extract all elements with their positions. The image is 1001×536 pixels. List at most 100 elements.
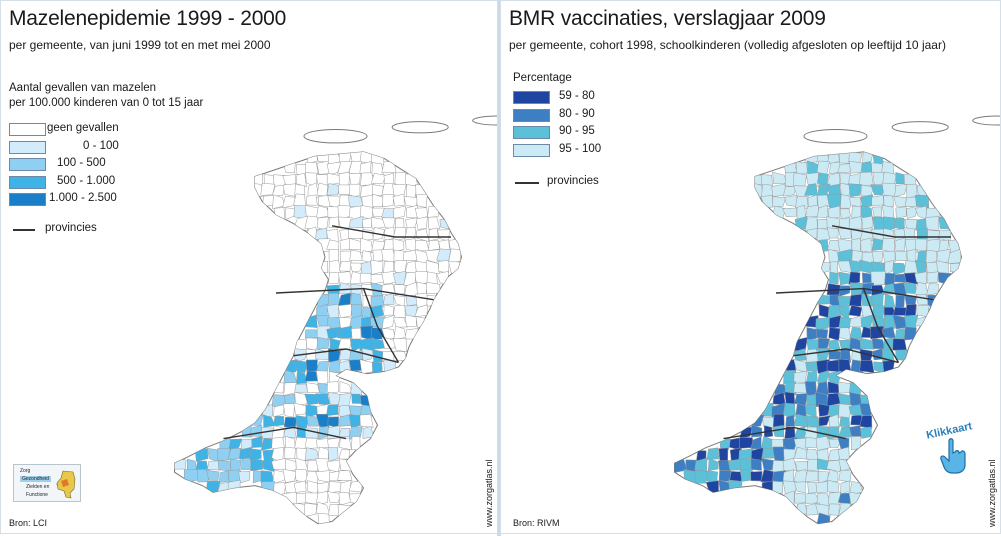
municipality xyxy=(337,303,353,319)
municipality xyxy=(282,196,296,209)
municipality xyxy=(283,403,295,418)
municipality xyxy=(306,194,318,206)
municipality xyxy=(271,184,286,197)
municipality xyxy=(838,285,851,297)
municipality xyxy=(884,260,894,275)
municipality xyxy=(826,392,841,407)
municipality xyxy=(861,215,873,231)
vaccination-map-panel: BMR vaccinaties, verslagjaar 2009 per ge… xyxy=(500,0,1001,534)
municipality xyxy=(785,414,796,427)
municipality xyxy=(348,173,361,187)
municipality xyxy=(394,218,405,229)
website-label[interactable]: www.zorgatlas.nl xyxy=(987,459,997,527)
municipality xyxy=(694,470,710,484)
municipality xyxy=(392,338,407,353)
municipality xyxy=(372,193,385,208)
municipality xyxy=(370,259,384,275)
website-label[interactable]: www.zorgatlas.nl xyxy=(484,459,494,527)
municipality xyxy=(784,194,798,207)
municipality xyxy=(438,260,450,274)
province-line-swatch xyxy=(13,229,35,231)
panel-divider xyxy=(497,0,501,536)
municipality xyxy=(317,446,329,461)
municipalities xyxy=(174,151,462,524)
municipality xyxy=(316,260,328,274)
municipality xyxy=(394,172,407,188)
municipality xyxy=(283,162,296,174)
municipality xyxy=(305,359,319,373)
municipality xyxy=(295,415,309,429)
nav-item[interactable]: Zorg xyxy=(20,468,31,474)
municipality xyxy=(838,381,852,394)
nav-item[interactable]: Functione xyxy=(26,492,48,498)
municipality xyxy=(837,163,853,173)
municipality xyxy=(750,458,762,471)
municipality xyxy=(295,173,307,188)
municipality xyxy=(805,348,819,363)
municipality xyxy=(871,238,884,251)
municipality xyxy=(439,218,452,230)
island xyxy=(303,128,368,144)
legend-swatch xyxy=(9,158,46,171)
province-boundary xyxy=(831,225,951,238)
legend-item: 95 - 100 xyxy=(513,143,713,161)
municipality xyxy=(304,215,320,231)
municipality xyxy=(316,182,329,197)
provinces-legend-label: provincies xyxy=(45,222,97,234)
municipality xyxy=(317,512,330,524)
municipality xyxy=(273,415,285,427)
municipality xyxy=(404,314,417,327)
municipality xyxy=(871,206,883,218)
nav-item[interactable]: Gezondheid xyxy=(20,476,51,482)
municipality xyxy=(760,195,774,208)
municipality xyxy=(881,204,895,219)
municipality xyxy=(772,425,785,438)
municipality xyxy=(326,381,339,394)
province-boundary xyxy=(293,348,399,364)
municipality xyxy=(859,337,875,350)
municipality xyxy=(337,470,353,481)
municipality xyxy=(428,240,440,251)
map-legend: 59 - 80 80 - 90 90 - 95 95 - 100 xyxy=(513,90,713,160)
municipality xyxy=(371,173,386,184)
province-boundary xyxy=(862,288,900,363)
legend-swatch xyxy=(513,126,550,139)
legend-label: 0 - 100 xyxy=(83,139,119,152)
island xyxy=(891,121,949,134)
municipality xyxy=(249,448,262,462)
legend-item: 80 - 90 xyxy=(513,108,713,126)
nav-item[interactable]: Ziekten en xyxy=(26,484,50,490)
municipality xyxy=(782,480,797,495)
municipality xyxy=(426,281,441,294)
navigation-thumbnail[interactable]: Zorg Gezondheid Ziekten en Functione ◀ xyxy=(13,464,81,502)
municipality xyxy=(728,479,743,495)
municipality xyxy=(871,261,885,273)
municipality xyxy=(327,447,339,462)
municipality xyxy=(926,238,941,253)
legend-item: 100 - 500 xyxy=(9,157,209,175)
mini-map-icon xyxy=(56,470,76,499)
municipality xyxy=(416,193,428,208)
municipality xyxy=(351,393,362,404)
municipality xyxy=(382,194,394,208)
municipality xyxy=(316,370,329,385)
municipality xyxy=(370,295,384,308)
municipality xyxy=(804,470,819,483)
municipality xyxy=(403,196,419,208)
municipality xyxy=(304,502,318,517)
municipality xyxy=(826,469,839,482)
municipality xyxy=(350,381,363,396)
legend-item: 0 - 100 xyxy=(9,140,209,158)
municipality xyxy=(306,460,319,472)
legend-title-line1: Aantal gevallen van mazelen xyxy=(9,82,157,94)
municipality xyxy=(415,216,428,230)
municipality xyxy=(227,479,241,495)
map-subtitle: per gemeente, cohort 1998, schoolkindere… xyxy=(509,38,946,52)
municipality xyxy=(915,238,928,252)
clickable-map-button[interactable]: Klikkaart xyxy=(921,415,983,477)
municipality xyxy=(829,271,839,284)
municipality xyxy=(806,339,820,351)
municipality xyxy=(381,314,396,330)
municipality xyxy=(393,284,406,296)
municipality xyxy=(840,480,850,495)
